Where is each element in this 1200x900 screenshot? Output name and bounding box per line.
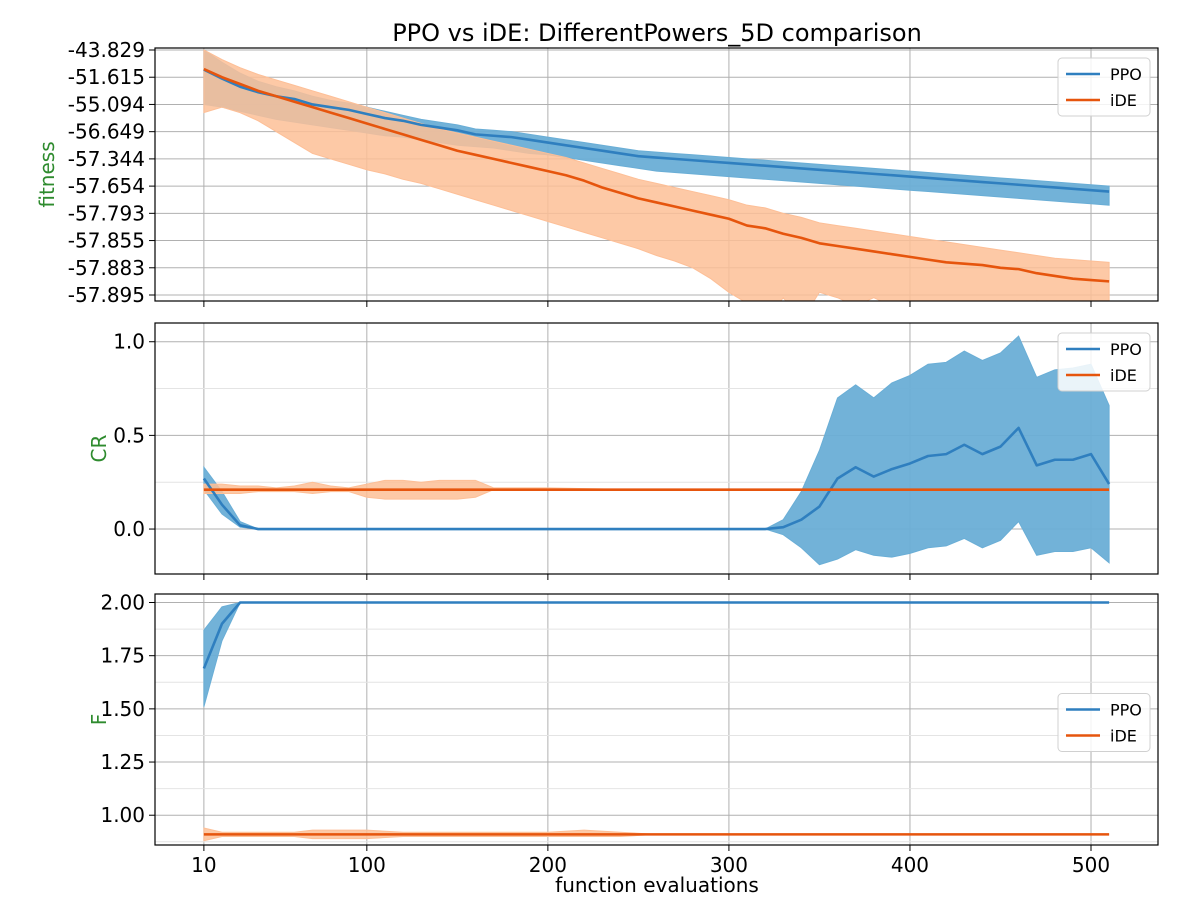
chart-panels: -43.829 -51.615 -55.094 -56.649 -57.344 -57.6… xyxy=(35,38,1159,877)
fitness-y-axis-label: fitness xyxy=(35,141,59,207)
panel-fitness: -43.829 -51.615 -55.094 -56.649 -57.344 -57.6… xyxy=(35,38,1159,307)
y-tick-label: -57.793 xyxy=(68,201,145,225)
x-tick-label: 100 xyxy=(348,853,386,877)
y-tick-label: -57.895 xyxy=(68,283,145,307)
fitness-legend: PPO iDE xyxy=(1057,57,1151,117)
x-tick-label: 300 xyxy=(710,853,748,877)
f-ppo-band xyxy=(203,602,1110,707)
legend-label-ppo: PPO xyxy=(1110,340,1142,359)
chart-title: PPO vs iDE: DifferentPowers_5D compariso… xyxy=(392,19,922,47)
x-axis-label: function evaluations xyxy=(555,873,759,897)
fitness-ide-line xyxy=(203,67,1110,283)
f-ppo-line xyxy=(202,601,1110,669)
f-axes-frame xyxy=(154,593,1159,846)
x-tick-label: 400 xyxy=(891,853,929,877)
y-tick-label: -57.654 xyxy=(68,174,145,198)
x-tick-label: 500 xyxy=(1072,853,1110,877)
legend-box xyxy=(1057,57,1151,117)
y-tick-label: -43.829 xyxy=(68,38,145,62)
cr-legend: PPO iDE xyxy=(1057,332,1151,392)
cr-plot-area xyxy=(202,335,1111,566)
panel-f: 10 100 200 300 400 500 1.00 1.25 1.50 1.75 2.00 F PP… xyxy=(87,591,1159,877)
f-legend: PPO iDE xyxy=(1057,693,1151,752)
y-tick-label: -56.649 xyxy=(68,120,145,144)
legend-box xyxy=(1057,332,1151,392)
x-tick-label: 10 xyxy=(191,853,216,877)
legend-label-ide: iDE xyxy=(1110,727,1137,746)
legend-label-ide: iDE xyxy=(1110,366,1137,385)
fitness-ppo-line xyxy=(203,68,1110,193)
cr-ppo-line xyxy=(202,426,1111,531)
y-tick-label: 0.5 xyxy=(113,423,145,447)
x-tick-label: 200 xyxy=(529,853,567,877)
y-tick-label: -51.615 xyxy=(68,65,145,89)
panel-cr: 0.0 0.5 1.0 CR PPO iDE xyxy=(87,322,1159,580)
y-tick-label: 0.0 xyxy=(113,517,145,541)
cr-y-axis-label: CR xyxy=(87,434,111,462)
fitness-plot-area xyxy=(203,49,1110,301)
y-tick-label: -57.855 xyxy=(68,229,145,253)
y-tick-label: 2.00 xyxy=(100,591,145,615)
fitness-axes-frame xyxy=(154,47,1159,302)
f-y-axis-label: F xyxy=(87,714,111,726)
fitness-ide-band xyxy=(203,49,1110,301)
y-tick-label: 1.50 xyxy=(100,697,145,721)
legend-label-ppo: PPO xyxy=(1110,701,1142,720)
y-tick-label: 1.00 xyxy=(100,803,145,827)
f-grid xyxy=(155,594,1158,845)
y-tick-label: 1.0 xyxy=(113,330,145,354)
y-tick-label: -57.344 xyxy=(68,147,145,171)
legend-box xyxy=(1057,693,1151,752)
cr-axes-frame xyxy=(154,322,1159,575)
f-plot-area xyxy=(202,601,1110,842)
y-tick-label: 1.75 xyxy=(100,644,145,668)
y-tick-label: -57.883 xyxy=(68,256,145,280)
y-tick-label: 1.25 xyxy=(100,750,145,774)
y-tick-label: -55.094 xyxy=(68,92,145,116)
legend-label-ppo: PPO xyxy=(1110,65,1142,84)
legend-label-ide: iDE xyxy=(1110,91,1137,110)
